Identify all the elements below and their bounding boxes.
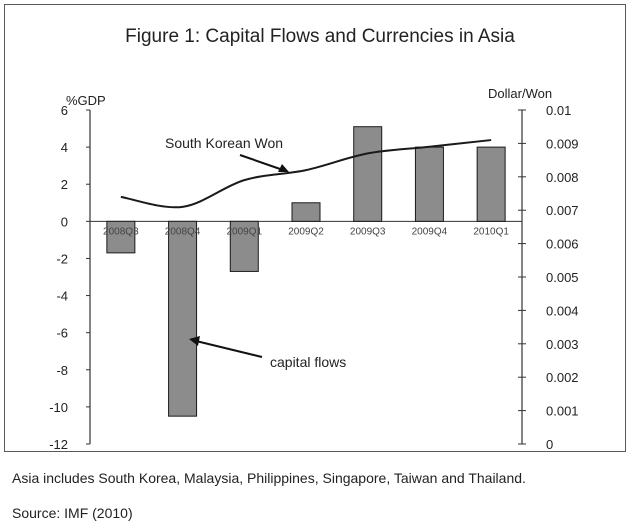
left-tick-label: -8 bbox=[56, 363, 68, 378]
right-tick-label: 0.001 bbox=[546, 404, 579, 419]
left-tick-label: 6 bbox=[61, 103, 68, 118]
right-axis-label: Dollar/Won bbox=[488, 86, 552, 101]
annotation-arrowhead-capital bbox=[189, 336, 200, 346]
bar-capital-flows bbox=[106, 220, 136, 254]
x-tick-label: 2010Q1 bbox=[473, 226, 509, 237]
left-tick-label: 0 bbox=[61, 214, 68, 229]
bar-capital-flows bbox=[291, 202, 321, 222]
left-tick-label: -10 bbox=[49, 400, 68, 415]
left-tick-label: 4 bbox=[61, 140, 68, 155]
right-tick-label: 0.002 bbox=[546, 370, 579, 385]
x-tick-label: 2009Q3 bbox=[350, 226, 386, 237]
left-tick-label: 2 bbox=[61, 177, 68, 192]
bar-capital-flows bbox=[229, 220, 259, 272]
right-tick-label: 0 bbox=[546, 437, 553, 452]
right-tick-label: 0.003 bbox=[546, 337, 579, 352]
line-south-korean-won bbox=[120, 139, 492, 209]
bar-capital-flows bbox=[168, 220, 198, 417]
x-tick-label: 2009Q4 bbox=[412, 226, 448, 237]
x-tick-label: 2008Q3 bbox=[103, 226, 139, 237]
right-tick-label: 0.005 bbox=[546, 270, 579, 285]
left-axis-label: %GDP bbox=[66, 93, 106, 108]
annotation-south-korean-won: South Korean Won bbox=[165, 135, 283, 151]
footnote: Asia includes South Korea, Malaysia, Phi… bbox=[12, 470, 526, 486]
figure-frame bbox=[4, 4, 626, 452]
annotation-capital-flows: capital flows bbox=[270, 354, 346, 370]
bar-capital-flows bbox=[476, 146, 506, 222]
x-tick-label: 2009Q1 bbox=[226, 226, 262, 237]
x-tick-label: 2008Q4 bbox=[165, 226, 201, 237]
x-tick-label: 2009Q2 bbox=[288, 226, 324, 237]
source-note: Source: IMF (2010) bbox=[12, 505, 133, 521]
annotation-arrowhead-won bbox=[278, 164, 289, 172]
left-tick-label: -12 bbox=[49, 437, 68, 452]
annotation-arrow-capital bbox=[195, 340, 263, 358]
bar-capital-flows bbox=[414, 146, 444, 222]
bar-capital-flows bbox=[353, 126, 383, 222]
right-tick-label: 0.01 bbox=[546, 103, 571, 118]
left-tick-label: -2 bbox=[56, 251, 68, 266]
right-tick-label: 0.004 bbox=[546, 303, 579, 318]
right-tick-label: 0.009 bbox=[546, 136, 579, 151]
right-tick-label: 0.007 bbox=[546, 203, 579, 218]
left-tick-label: -6 bbox=[56, 326, 68, 341]
annotation-arrow-won bbox=[239, 154, 284, 171]
chart-title: Figure 1: Capital Flows and Currencies i… bbox=[125, 26, 515, 47]
right-tick-label: 0.008 bbox=[546, 170, 579, 185]
right-tick-label: 0.006 bbox=[546, 237, 579, 252]
left-tick-label: -4 bbox=[56, 289, 68, 304]
